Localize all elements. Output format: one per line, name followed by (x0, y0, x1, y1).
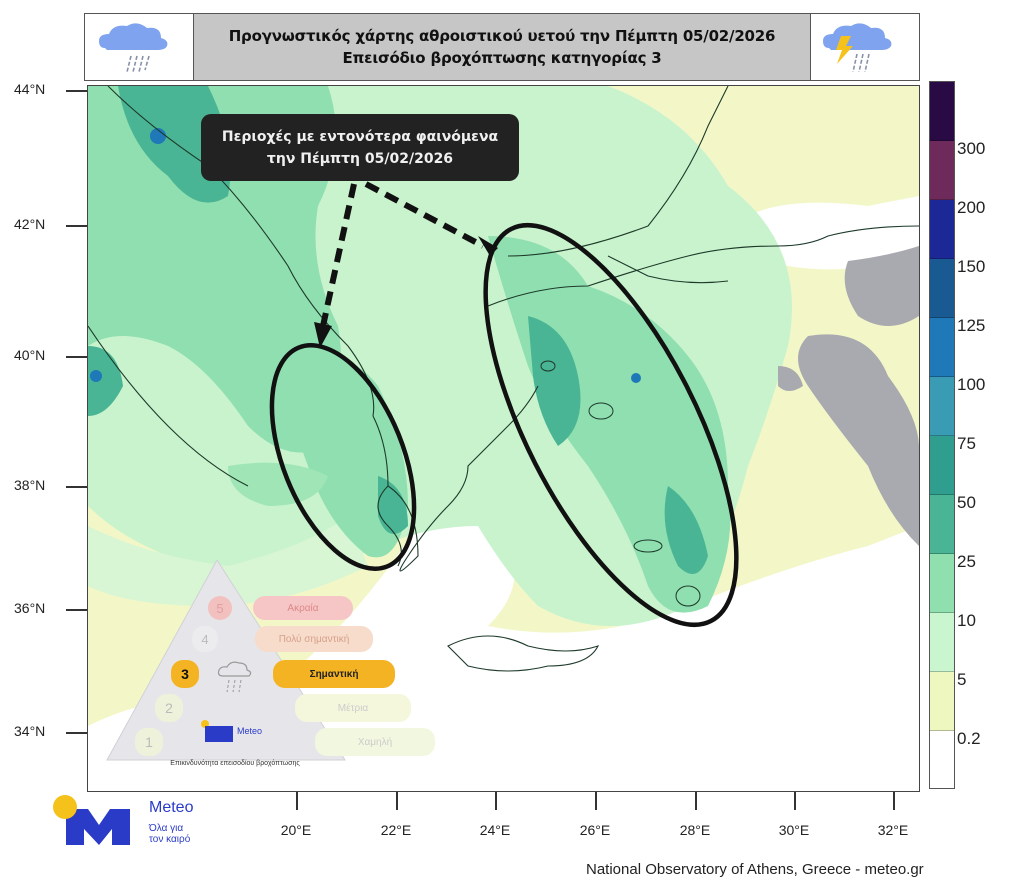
title-line-2: Επεισόδιο βροχόπτωσης κατηγορίας 3 (342, 49, 662, 67)
lat-label: 42°N (14, 216, 46, 232)
colorbar-label: 100 (957, 375, 986, 394)
lat-tick (66, 356, 87, 358)
lon-tick (595, 792, 597, 810)
rain-cloud-icon (217, 661, 252, 693)
severity-level-5-bar: Ακραία (253, 596, 353, 620)
severity-level-number: 2 (165, 700, 173, 716)
lat-label: 44°N (14, 81, 46, 97)
colorbar-segment (930, 495, 954, 554)
colorbar-label: 75 (957, 434, 976, 453)
colorbar-segment (930, 259, 954, 318)
colorbar-label: 25 (957, 552, 976, 571)
colorbar-label: 50 (957, 493, 976, 512)
tagline-line-2: τον καιρό (149, 834, 191, 845)
lon-label: 26°E (579, 822, 611, 838)
lat-tick (66, 732, 87, 734)
severity-scale-pyramid: Ακραία Πολύ σημαντική Σημαντική Μέτρια Χ… (105, 560, 445, 778)
severity-level-label: Πολύ σημαντική (278, 633, 350, 645)
severity-level-4-bar: Πολύ σημαντική (255, 626, 373, 652)
severity-level-3-bar: Σημαντική (273, 660, 395, 688)
severity-level-5-badge: 5 (208, 596, 232, 620)
lon-label: 22°E (380, 822, 412, 838)
lon-label: 20°E (280, 822, 312, 838)
lat-tick (66, 609, 87, 611)
colorbar-segment (930, 200, 954, 259)
callout-line-1: Περιοχές με εντονότερα φαινόμενα (221, 128, 499, 145)
colorbar-label: 150 (957, 257, 986, 276)
meteo-logo: Meteo Όλα για τον καιρό (52, 793, 222, 853)
lon-label: 32°E (877, 822, 909, 838)
logo-tagline: Όλα για τον καιρό (149, 823, 190, 845)
colorbar-segment (930, 318, 954, 377)
severity-level-label: Χαμηλή (357, 736, 393, 748)
colorbar-label: 200 (957, 198, 986, 217)
severity-scale-title: Επικινδυνότητα επεισοδίου βροχόπτωσης (170, 760, 300, 767)
thunderstorm-cloud-icon (811, 14, 919, 80)
severity-level-1-bar: Χαμηλή (315, 728, 435, 756)
tagline-line-1: Όλα για (149, 823, 184, 834)
lon-label: 28°E (679, 822, 711, 838)
lat-label: 36°N (14, 600, 46, 616)
lat-label: 38°N (14, 477, 46, 493)
severity-level-2-bar: Μέτρια (295, 694, 411, 722)
logo-brand: Meteo (149, 799, 194, 816)
colorbar-label: 0.2 (957, 729, 981, 748)
lon-tick (296, 792, 298, 810)
lat-label: 34°N (14, 723, 46, 739)
colorbar-label: 300 (957, 139, 986, 158)
callout-line-2: την Πέμπτη 05/02/2026 (266, 150, 454, 167)
lon-tick (396, 792, 398, 810)
map-title: Προγνωστικός χάρτης αθροιστικού υετού τη… (193, 14, 811, 80)
severity-level-number: 4 (201, 631, 209, 647)
colorbar-segment (930, 377, 954, 436)
title-line-1: Προγνωστικός χάρτης αθροιστικού υετού τη… (228, 27, 776, 45)
severity-level-number: 5 (216, 600, 224, 616)
severity-level-number: 1 (145, 734, 153, 750)
colorbar-segment (930, 613, 954, 672)
severity-level-label: Ακραία (287, 602, 319, 614)
severity-level-3-badge: 3 (171, 660, 199, 688)
rain-cloud-icon (85, 14, 193, 80)
colorbar-segment (930, 554, 954, 613)
lon-tick (495, 792, 497, 810)
lat-tick (66, 90, 87, 92)
colorbar-segment (930, 436, 954, 495)
severity-level-1-badge: 1 (135, 728, 163, 756)
lon-tick (695, 792, 697, 810)
lon-tick (893, 792, 895, 810)
colorbar-segment (930, 672, 954, 731)
lat-tick (66, 225, 87, 227)
colorbar-label: 10 (957, 611, 976, 630)
severity-level-label: Μέτρια (337, 702, 369, 714)
map-header: Προγνωστικός χάρτης αθροιστικού υετού τη… (84, 13, 920, 81)
callout-box: Περιοχές με εντονότερα φαινόμενα την Πέμ… (201, 114, 519, 181)
precipitation-colorbar (929, 81, 955, 789)
lon-tick (794, 792, 796, 810)
mini-meteo-logo: Meteo (201, 720, 281, 746)
severity-level-4-badge: 4 (192, 626, 218, 652)
lat-tick (66, 486, 87, 488)
colorbar-segment (930, 141, 954, 200)
colorbar-label: 125 (957, 316, 986, 335)
severity-level-label: Σημαντική (309, 668, 359, 680)
mini-logo-text: Meteo (237, 726, 263, 736)
lon-label: 24°E (479, 822, 511, 838)
credit-text: National Observatory of Athens, Greece -… (586, 861, 924, 878)
colorbar-segment (930, 731, 954, 788)
colorbar-label: 5 (957, 670, 967, 689)
colorbar-segment (930, 82, 954, 141)
meteo-m-icon (53, 795, 130, 845)
severity-level-number: 3 (181, 666, 189, 682)
severity-level-2-badge: 2 (155, 694, 183, 722)
lat-label: 40°N (14, 347, 46, 363)
lon-label: 30°E (778, 822, 810, 838)
